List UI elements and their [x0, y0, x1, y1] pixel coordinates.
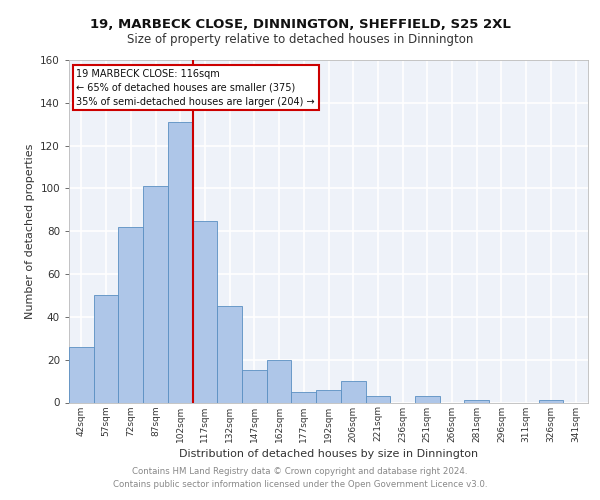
- Bar: [143, 186, 168, 402]
- Bar: [341, 381, 365, 402]
- Text: Size of property relative to detached houses in Dinnington: Size of property relative to detached ho…: [127, 32, 473, 46]
- Bar: [168, 122, 193, 402]
- Bar: [193, 220, 217, 402]
- Text: Contains HM Land Registry data © Crown copyright and database right 2024.
Contai: Contains HM Land Registry data © Crown c…: [113, 467, 487, 489]
- Bar: [242, 370, 267, 402]
- Bar: [217, 306, 242, 402]
- Bar: [539, 400, 563, 402]
- Bar: [316, 390, 341, 402]
- Bar: [118, 227, 143, 402]
- Text: 19 MARBECK CLOSE: 116sqm
← 65% of detached houses are smaller (375)
35% of semi-: 19 MARBECK CLOSE: 116sqm ← 65% of detach…: [76, 68, 315, 106]
- Text: 19, MARBECK CLOSE, DINNINGTON, SHEFFIELD, S25 2XL: 19, MARBECK CLOSE, DINNINGTON, SHEFFIELD…: [89, 18, 511, 30]
- Bar: [292, 392, 316, 402]
- X-axis label: Distribution of detached houses by size in Dinnington: Distribution of detached houses by size …: [179, 448, 478, 458]
- Bar: [267, 360, 292, 403]
- Bar: [365, 396, 390, 402]
- Bar: [415, 396, 440, 402]
- Y-axis label: Number of detached properties: Number of detached properties: [25, 144, 35, 319]
- Bar: [464, 400, 489, 402]
- Bar: [69, 347, 94, 403]
- Bar: [94, 296, 118, 403]
